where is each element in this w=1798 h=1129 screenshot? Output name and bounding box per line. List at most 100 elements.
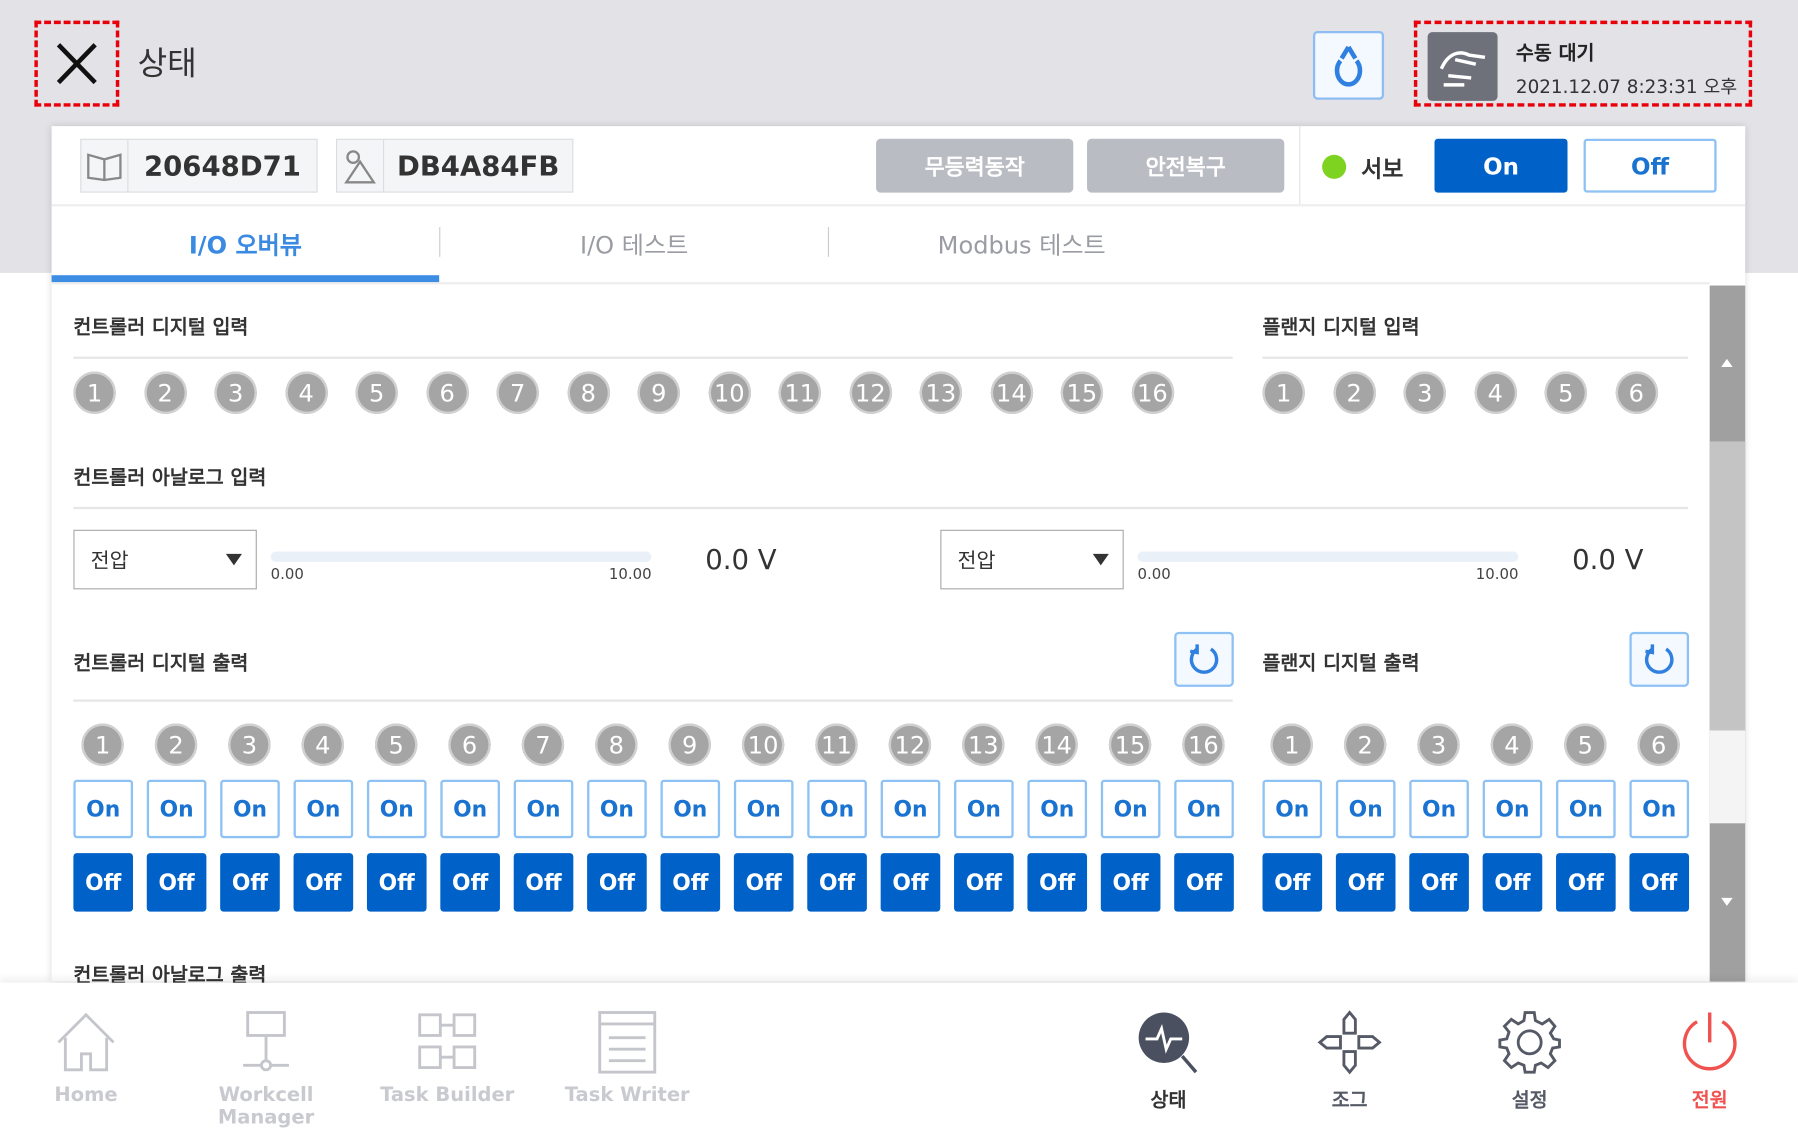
digital-output-indicator: 8 [595,723,638,766]
digital-output-on-button[interactable]: On [880,779,941,839]
nav-item-status[interactable]: 상태 [1077,983,1260,1125]
digital-output-on-button[interactable]: On [807,779,867,839]
digital-output-off-button[interactable]: Off [1100,853,1161,912]
flange-output-off-button[interactable]: Off [1629,853,1690,912]
digital-output-on-button[interactable]: On [587,779,647,839]
refresh-controller-output-button[interactable] [1174,631,1234,687]
digital-input-indicator: 3 [214,371,257,414]
nav-label: Task Writer [564,1083,690,1107]
nav-item-task-builder[interactable]: Task Builder [355,983,538,1125]
refresh-flange-output-button[interactable] [1629,631,1690,687]
flange-output-off-button[interactable]: Off [1335,853,1396,912]
digital-output-off-button[interactable]: Off [440,853,500,912]
scrollbar-track[interactable] [1709,730,1746,824]
refresh-button[interactable] [1312,30,1385,100]
analog-mode-select[interactable]: 전압 [73,529,257,590]
nav-item-task-writer[interactable]: Task Writer [535,983,718,1125]
digital-output-on-button[interactable]: On [440,779,500,839]
digital-output-off-button[interactable]: Off [954,853,1014,912]
jog-icon [1315,1008,1384,1077]
analog-value: 0.0 V [705,543,777,576]
digital-output-indicator: 5 [374,723,418,766]
digital-output-on-button[interactable]: On [1027,779,1088,839]
digital-output-on-button[interactable]: On [1174,779,1234,839]
servo-on-button[interactable]: On [1434,138,1568,193]
digital-output-off-button[interactable]: Off [587,853,647,912]
analog-mode-select[interactable]: 전압 [940,529,1124,590]
digital-output-indicator: 9 [668,723,711,766]
robot-id: 20648D71 [143,149,301,182]
workcell-icon [232,1008,301,1077]
flange-output-on-button[interactable]: On [1556,779,1616,839]
divider [73,506,1688,510]
flange-output-off-button[interactable]: Off [1409,853,1469,912]
digital-output-on-button[interactable]: On [660,779,721,839]
flange-output-on-button[interactable]: On [1335,779,1396,839]
servo-off-button[interactable]: Off [1583,138,1717,193]
digital-output-indicator: 13 [962,723,1005,766]
flange-output-on-button[interactable]: On [1262,779,1323,839]
digital-output-off-button[interactable]: Off [660,853,721,912]
status-datetime: 2021.12.07 8:23:31 오후 [1515,75,1738,98]
nav-label: Home [54,1083,118,1107]
hand-icon [1427,32,1498,101]
digital-output-indicator: 10 [741,723,785,766]
tab-modbus-test[interactable]: Modbus 테스트 [937,231,1106,259]
analog-value: 0.0 V [1572,543,1644,576]
scroll-down-icon[interactable] [1721,897,1733,906]
digital-output-on-button[interactable]: On [293,779,354,839]
digital-output-off-button[interactable]: Off [73,853,134,912]
digital-output-off-button[interactable]: Off [220,853,280,912]
digital-output-on-button[interactable]: On [73,779,134,839]
section-title: 플랜지 디지털 출력 [1262,652,1420,676]
digital-output-off-button[interactable]: Off [807,853,867,912]
tab-io-overview[interactable]: I/O 오버뷰 [188,231,302,259]
digital-output-off-button[interactable]: Off [1174,853,1234,912]
flange-output-on-button[interactable]: On [1629,779,1690,839]
nav-label: 상태 [1150,1089,1187,1113]
digital-output-off-button[interactable]: Off [733,853,794,912]
scrollbar[interactable] [1709,285,1746,982]
digital-input-indicator: 1 [73,371,116,414]
flange-output-off-button[interactable]: Off [1556,853,1616,912]
flange-output-on-button[interactable]: On [1409,779,1469,839]
refresh-icon [1334,45,1363,87]
status-label: 수동 대기 [1515,42,1595,66]
scroll-up-icon[interactable] [1721,358,1733,367]
digital-output-off-button[interactable]: Off [293,853,354,912]
nav-item-workcell[interactable]: Workcell Manager [174,983,357,1129]
nav-item-settings[interactable]: 설정 [1438,983,1621,1125]
digital-output-off-button[interactable]: Off [513,853,574,912]
digital-output-on-button[interactable]: On [1100,779,1161,839]
digital-output-on-button[interactable]: On [954,779,1014,839]
digital-output-on-button[interactable]: On [733,779,794,839]
robot-status-box[interactable] [1413,20,1753,107]
nav-item-power[interactable]: 전원 [1618,983,1798,1125]
chevron-down-icon [1092,553,1109,566]
flange-input-indicator: 1 [1262,371,1305,414]
digital-output-off-button[interactable]: Off [880,853,941,912]
scrollbar-thumb[interactable] [1709,441,1746,731]
nav-item-home[interactable]: Home [0,983,178,1125]
digital-output-off-button[interactable]: Off [1027,853,1088,912]
digital-output-on-button[interactable]: On [366,779,427,839]
free-drive-button[interactable]: 무등력동작 [876,138,1074,193]
range-min-label: 0.00 [270,566,304,584]
digital-output-off-button[interactable]: Off [366,853,427,912]
safety-recover-button[interactable]: 안전복구 [1087,138,1285,193]
digital-output-on-button[interactable]: On [220,779,280,839]
digital-input-indicator: 8 [567,371,610,414]
tab-separator [439,227,441,257]
digital-output-off-button[interactable]: Off [146,853,207,912]
digital-output-on-button[interactable]: On [513,779,574,839]
close-button[interactable] [34,20,120,107]
flange-output-off-button[interactable]: Off [1262,853,1323,912]
nav-label: Task Builder [380,1083,515,1107]
tab-io-test[interactable]: I/O 테스트 [579,231,689,259]
nav-item-jog[interactable]: 조그 [1258,983,1441,1125]
digital-output-on-button[interactable]: On [146,779,207,839]
range-min-label: 0.00 [1137,566,1171,584]
flange-output-off-button[interactable]: Off [1482,853,1543,912]
flange-output-on-button[interactable]: On [1482,779,1543,839]
